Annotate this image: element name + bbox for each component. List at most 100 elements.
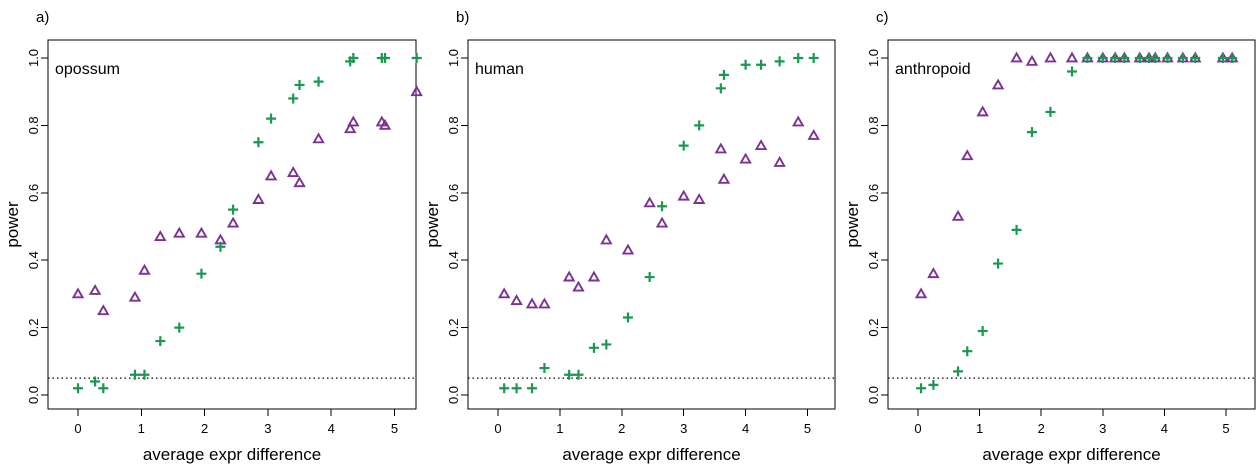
triangle-point (97, 304, 110, 316)
triangle-point (717, 172, 731, 184)
y-tick-label: 0.8 (26, 116, 41, 134)
plus-point (215, 241, 226, 252)
plus-point (1134, 53, 1145, 63)
plus-point (1110, 53, 1121, 63)
plot-frame (467, 39, 836, 410)
panel-inset-label: human (475, 61, 524, 78)
x-tick-label: 3 (680, 421, 687, 436)
plus-point (288, 93, 299, 104)
x-tick-label: 2 (201, 421, 208, 436)
triangle-point (655, 216, 669, 228)
y-tick-label: 0.6 (866, 184, 881, 202)
plus-point (1119, 53, 1130, 63)
plus-point (539, 363, 550, 374)
plus-point (916, 383, 927, 394)
plot-frame (887, 39, 1256, 410)
plus-point (962, 346, 973, 357)
triangle-point (754, 139, 768, 151)
plus-point (1082, 53, 1093, 63)
plus-point (527, 383, 538, 394)
plus-point (380, 53, 391, 63)
plus-point (73, 383, 83, 394)
triangle-point (961, 149, 974, 161)
y-tick-label: 1.0 (26, 49, 41, 67)
y-axis-title: power (3, 201, 22, 248)
x-tick-label: 2 (618, 421, 625, 436)
x-axis-title: average expr difference (982, 445, 1160, 464)
x-tick-label: 5 (1222, 421, 1229, 436)
panel-inset-label: anthropoid (895, 61, 971, 78)
plus-point (411, 53, 422, 63)
x-tick-label: 5 (804, 421, 811, 436)
x-tick-label: 4 (1161, 421, 1168, 436)
panel-human: b) human 0 1 2 3 4 5 0.0 0.2 0.4 0.6 0.8 1.0 average e… (423, 9, 836, 464)
triangle-point (410, 85, 423, 97)
triangle-point (343, 122, 357, 134)
x-tick-label: 1 (556, 421, 563, 436)
plus-point (715, 83, 726, 94)
plus-point (993, 258, 1004, 269)
triangle-point (226, 216, 240, 228)
triangle-point (714, 142, 728, 154)
triangle-point (510, 294, 523, 306)
plus-point (694, 120, 705, 131)
y-tick-label: 0.0 (446, 386, 461, 404)
triangle-point (1065, 51, 1079, 63)
plus-point (266, 113, 277, 124)
triangle-point (88, 284, 102, 295)
y-tick-label: 0.8 (866, 116, 881, 134)
plus-point (718, 69, 729, 80)
plus-point (657, 201, 668, 212)
plus-point (1227, 53, 1238, 63)
x-tick-label: 0 (74, 421, 81, 436)
plus-point (564, 369, 575, 380)
y-tick-label: 1.0 (446, 49, 461, 67)
plus-point (294, 79, 305, 90)
triangle-point (264, 169, 278, 181)
plus-point (808, 53, 819, 63)
x-tick-label: 5 (391, 421, 398, 436)
panel-letter: b) (456, 9, 469, 26)
plus-point (1150, 53, 1161, 63)
panel-anthropoid: c) anthropoid 0 1 2 3 4 5 0.0 0.2 0.4 0.6 0.8 1.0 aver… (843, 9, 1256, 464)
triangle-point (914, 287, 928, 299)
plus-point (1190, 53, 1201, 63)
plus-point (977, 325, 988, 336)
y-axis-title: power (843, 201, 862, 248)
triangle-point (128, 290, 142, 302)
y-tick-label: 0.4 (446, 251, 461, 269)
plus-point (1026, 127, 1037, 138)
plus-point (756, 59, 767, 70)
x-tick-label: 4 (742, 421, 749, 436)
plot-frame (47, 39, 417, 410)
y-tick-label: 0.0 (26, 386, 41, 404)
y-tick-label: 0.0 (866, 386, 881, 404)
plus-point (1011, 224, 1022, 235)
y-tick-label: 0.6 (446, 184, 461, 202)
y-tick-label: 0.4 (866, 251, 881, 269)
plus-point (499, 383, 510, 394)
plus-point (928, 379, 939, 390)
triangle-point (643, 196, 656, 208)
triangle-point (312, 132, 325, 144)
plus-point (1045, 106, 1056, 117)
x-tick-label: 0 (494, 421, 501, 436)
plus-point (953, 366, 964, 377)
triangle-point (71, 287, 85, 299)
triangle-point (1044, 51, 1057, 63)
triangle-point (976, 105, 989, 117)
plus-point (196, 268, 207, 279)
plus-point (774, 56, 785, 67)
x-tick-label: 3 (264, 421, 271, 436)
x-tick-label: 0 (914, 421, 921, 436)
plus-point (588, 342, 599, 353)
panel-letter: c) (876, 9, 889, 26)
x-axis-title: average expr difference (562, 445, 740, 464)
plus-point (155, 336, 166, 347)
plus-point (228, 204, 239, 215)
x-axis-title: average expr difference (143, 445, 321, 464)
triangle-point (497, 287, 511, 299)
triangle-point (1010, 51, 1023, 63)
plus-point (601, 339, 612, 350)
